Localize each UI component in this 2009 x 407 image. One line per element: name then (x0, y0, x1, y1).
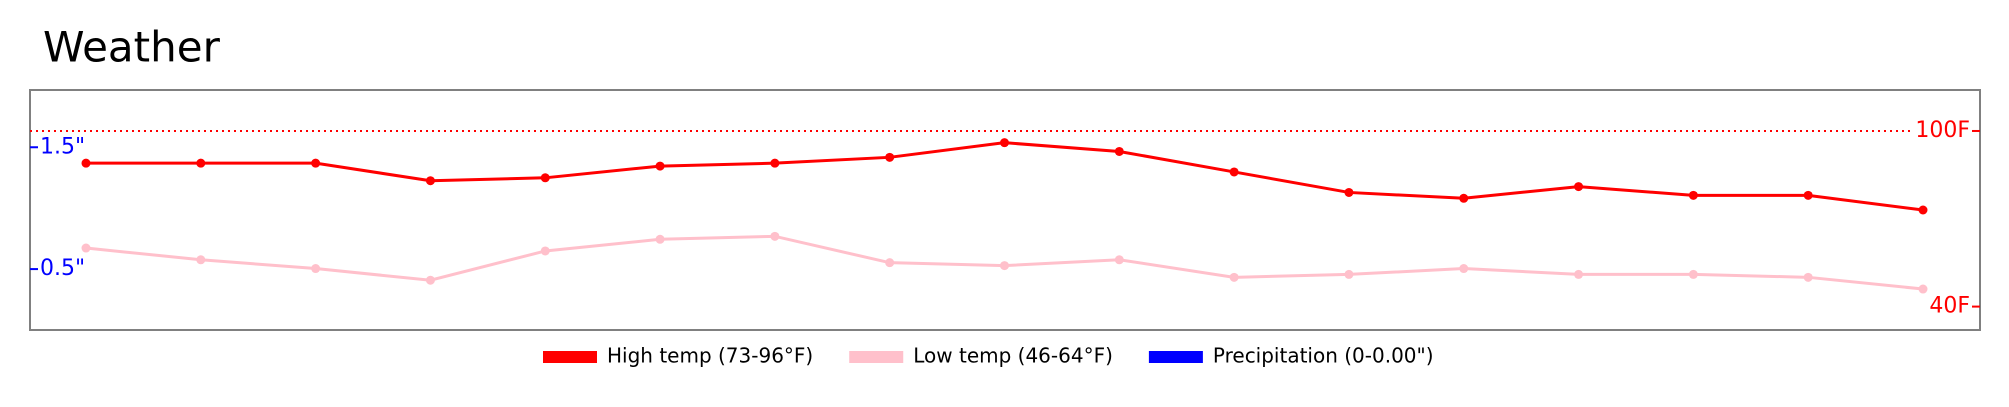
point (1688, 269, 1698, 279)
point (196, 158, 206, 168)
y2-tick-label: 40F (1929, 294, 1970, 319)
point (196, 255, 206, 265)
series-line (86, 141, 1924, 212)
y-tick-label: 0.5" (40, 256, 85, 281)
chart-title: Weather (43, 23, 221, 72)
point (770, 158, 780, 168)
point (311, 264, 321, 274)
point (1803, 272, 1813, 282)
point (1114, 146, 1124, 156)
point (1229, 272, 1239, 282)
point (1344, 187, 1354, 197)
point (1344, 269, 1354, 279)
legend-label: High temp (73-96°F) (607, 344, 813, 368)
point (81, 243, 91, 253)
point (655, 234, 665, 244)
point (1918, 205, 1928, 215)
point (1459, 193, 1469, 203)
point (1000, 261, 1009, 271)
point (540, 246, 550, 256)
point (1918, 284, 1928, 294)
point (1000, 138, 1009, 148)
point (311, 158, 321, 168)
point (1574, 269, 1584, 279)
point (1803, 190, 1813, 200)
point (540, 173, 550, 183)
y-tick-label: 1.5" (40, 134, 85, 159)
point (1114, 255, 1124, 265)
point (425, 275, 435, 285)
point (1229, 167, 1239, 177)
point (425, 176, 435, 186)
legend-swatch (1148, 351, 1203, 363)
point (1688, 190, 1698, 200)
legend-label: Low temp (46-64°F) (913, 344, 1113, 368)
point (1574, 182, 1584, 192)
point (885, 258, 895, 268)
legend-swatch (543, 351, 597, 363)
plot-frame (29, 89, 1981, 331)
legend-label: Precipitation (0-0.00") (1213, 344, 1434, 368)
legend-swatch (849, 351, 904, 363)
point (655, 161, 665, 171)
point (770, 231, 780, 241)
point (81, 158, 91, 168)
point (885, 152, 895, 162)
y2-tick-label: 100F (1915, 118, 1970, 143)
point (1459, 264, 1469, 274)
